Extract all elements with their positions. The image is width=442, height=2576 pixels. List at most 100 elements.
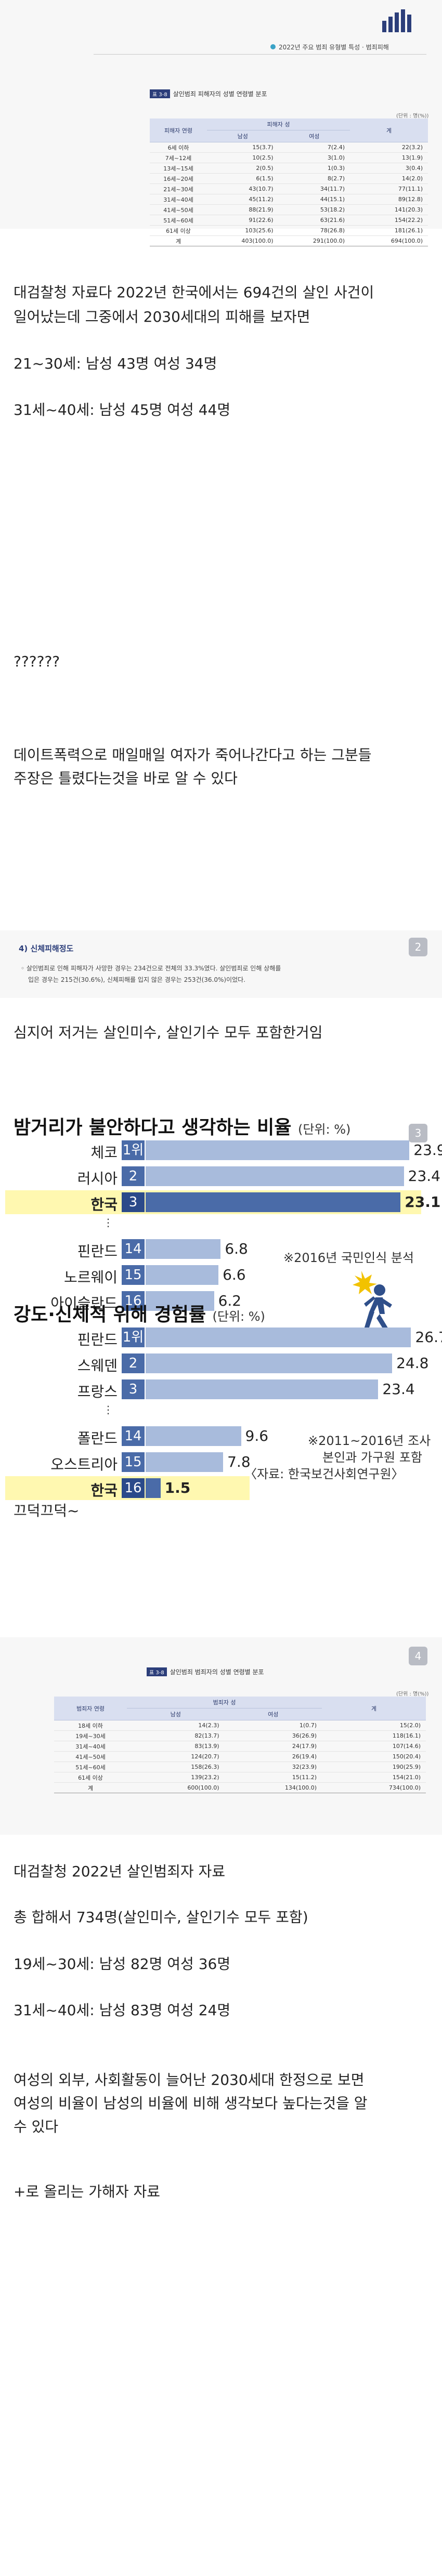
- post4-line8: +로 올리는 가해자 자료: [14, 2183, 161, 2200]
- chart1-note: ※2016년 국민인식 분석: [283, 1251, 414, 1265]
- table-cell-f: 15(11.2): [224, 1772, 322, 1783]
- bar: [146, 1379, 379, 1399]
- bar-rank: 2: [122, 1353, 145, 1373]
- col-header-total: 계: [350, 119, 428, 142]
- table-cell-f: 34(11.7): [278, 183, 350, 194]
- col-header-male: 남성: [127, 1708, 225, 1720]
- bar-rank: 15: [122, 1452, 145, 1472]
- table1: 피해자 연령 피해자 성 계 남성 여성 6세 이하 15(3.7) 7(2.4) 2…: [150, 119, 428, 246]
- bar: [146, 1166, 404, 1186]
- ellipsis-dots: ⋮: [103, 1216, 113, 1229]
- bar-row: 프랑스 3 23.4: [0, 1379, 442, 1400]
- table-cell-age: 계: [54, 1782, 127, 1793]
- chart2-title: 강도·신체적 위해 경험률 (단위: %): [14, 1299, 265, 1326]
- bar-value-label: 6.2: [218, 1292, 242, 1309]
- col-header-total: 계: [322, 1697, 426, 1720]
- col-header-female: 여성: [278, 130, 350, 142]
- section2-bullet1: ◦ 살인범죄로 인해 피해자가 사망한 경우는 234건으로 전체의 33.3%…: [21, 963, 281, 985]
- post2-line1: 심지어 저거는 살인미수, 살인기수 모두 포함한거임: [14, 1024, 323, 1041]
- info-dot-icon: [270, 44, 276, 49]
- bar-row: 스웨덴 2 24.8: [0, 1353, 442, 1374]
- table-cell-f: 7(2.4): [278, 142, 350, 153]
- table-cell-age: 16세~20세: [150, 173, 207, 184]
- col-header-sex: 피해자 성: [207, 119, 350, 130]
- bar-rank: 14: [122, 1239, 145, 1259]
- post1-line4: 31세~40세: 남성 45명 여성 44명: [14, 401, 231, 418]
- bar-rank: 15: [122, 1265, 145, 1285]
- table-cell-f: 134(100.0): [224, 1782, 322, 1793]
- table-cell-t: 154(21.0): [322, 1772, 426, 1783]
- publisher-logo: [382, 9, 419, 32]
- table-cell-age: 31세~40세: [150, 194, 207, 205]
- bar-value-label: 24.8: [396, 1355, 429, 1372]
- bar-row: 체코 1위 23.9: [0, 1140, 442, 1161]
- bar-label: 핀란드: [77, 1331, 118, 1348]
- bar: [146, 1478, 161, 1498]
- table-cell-age: 51세~60세: [150, 215, 207, 226]
- bar-value-label: 23.9: [413, 1141, 442, 1159]
- scared-pedestrian-icon: [343, 1268, 400, 1336]
- bar-row: 핀란드 14 6.8: [0, 1239, 442, 1260]
- post4-line2: 총 합해서 734명(살인미수, 살인기수 모두 포함): [14, 1909, 308, 1926]
- chart2-source: 〈자료: 한국보건사회연구원〉: [244, 1467, 404, 1481]
- table-row: 41세~50세 88(21.9) 53(18.2) 141(20.3): [150, 204, 428, 215]
- table-cell-m: 6(1.5): [207, 173, 279, 184]
- ellipsis-dots: ⋮: [103, 1403, 113, 1416]
- damage-panel: 4) 신체피해정도 ◦ 살인범죄로 인해 피해자가 사망한 경우는 234건으로…: [0, 930, 442, 998]
- chart1-title: 밤거리가 불안하다고 생각하는 비율 (단위: %): [14, 1112, 350, 1139]
- table-cell-t: 22(3.2): [350, 142, 428, 153]
- table-row: 18세 이하 14(2.3) 1(0.7) 15(2.0): [54, 1720, 426, 1731]
- bar-rank: 2: [122, 1166, 145, 1186]
- bar-label: 한국: [90, 1196, 118, 1213]
- table-cell-t: 141(20.3): [350, 204, 428, 215]
- table-cell-t: 150(20.4): [322, 1751, 426, 1762]
- table-cell-f: 78(26.8): [278, 225, 350, 236]
- chart2-unit: (단위: %): [212, 1309, 265, 1324]
- bar-label: 프랑스: [77, 1383, 118, 1400]
- chart1-unit: (단위: %): [297, 1122, 351, 1137]
- table-cell-t: 181(26.1): [350, 225, 428, 236]
- table1-panel: 2022년 주요 범죄 유형별 특성 · 범죄피해 표 3-8 살인범죄 피해자의…: [0, 0, 442, 246]
- bar-value-label: 1.5: [164, 1479, 191, 1496]
- section2-heading: 4) 신체피해정도: [19, 944, 74, 953]
- table-cell-age: 13세~15세: [150, 163, 207, 174]
- chart1: 체코 1위 23.9 러시아 2 23.4 한국 3 23.1 핀란드 14 6.8 노르웨이 15 6.6…: [0, 1140, 442, 1312]
- bar-label: 오스트리아: [50, 1456, 118, 1473]
- post1-line5: ??????: [14, 653, 60, 670]
- table-row: 19세~30세 82(13.7) 36(26.9) 118(16.1): [54, 1730, 426, 1741]
- col-header-sex: 범죄자 성: [127, 1697, 322, 1708]
- table-cell-t: 3(0.4): [350, 163, 428, 174]
- table-cell-m: 2(0.5): [207, 163, 279, 174]
- table-row: 계 403(100.0) 291(100.0) 694(100.0): [150, 235, 428, 246]
- post1-line3: 21~30세: 남성 43명 여성 34명: [14, 355, 217, 372]
- table-cell-age: 19세~30세: [54, 1730, 127, 1741]
- table-cell-f: 24(17.9): [224, 1741, 322, 1752]
- table-cell-m: 82(13.7): [127, 1730, 225, 1741]
- table1-body: 6세 이하 15(3.7) 7(2.4) 22(3.2) 7세~12세 10(2.5) 3(…: [150, 142, 428, 246]
- table-cell-age: 18세 이하: [54, 1720, 127, 1731]
- table-cell-age: 51세~60세: [54, 1762, 127, 1772]
- bar-rank: 3: [122, 1192, 145, 1212]
- bar-row: 오스트리아 15 7.8: [0, 1452, 442, 1473]
- bar-value-label: 9.6: [245, 1427, 269, 1444]
- table-row: 31세~40세 45(11.2) 44(15.1) 89(12.8): [150, 194, 428, 205]
- table-cell-f: 1(0.7): [224, 1720, 322, 1731]
- table-row: 41세~50세 124(20.7) 26(19.4) 150(20.4): [54, 1751, 426, 1762]
- bar: [146, 1291, 214, 1311]
- post4-line5: 여성의 외부, 사회활동이 늘어난 2030세대 한정으로 보면: [14, 2071, 365, 2088]
- bar-rank: 16: [122, 1478, 145, 1498]
- bar-value-label: 23.1: [405, 1193, 441, 1211]
- bar-label: 러시아: [77, 1170, 118, 1187]
- post3-line1: 끄덕끄덕~: [14, 1502, 80, 1519]
- table-cell-f: 44(15.1): [278, 194, 350, 205]
- table1-unit: (단위 : 명(%)): [396, 113, 429, 119]
- table-cell-f: 291(100.0): [278, 235, 350, 246]
- bar-value-label: 23.4: [408, 1167, 440, 1185]
- bar-rank: 1위: [122, 1140, 145, 1160]
- bar-label: 스웨덴: [77, 1357, 118, 1374]
- table-cell-t: 734(100.0): [322, 1782, 426, 1793]
- chart2-note1: ※2011~2016년 조사: [308, 1434, 431, 1448]
- table2: 범죄자 연령 범죄자 성 계 남성 여성 18세 이하 14(2.3) 1(0.7)…: [54, 1697, 426, 1793]
- bar-row: 한국 16 1.5: [0, 1476, 442, 1500]
- chart2-title-text: 강도·신체적 위해 경험률: [14, 1304, 206, 1325]
